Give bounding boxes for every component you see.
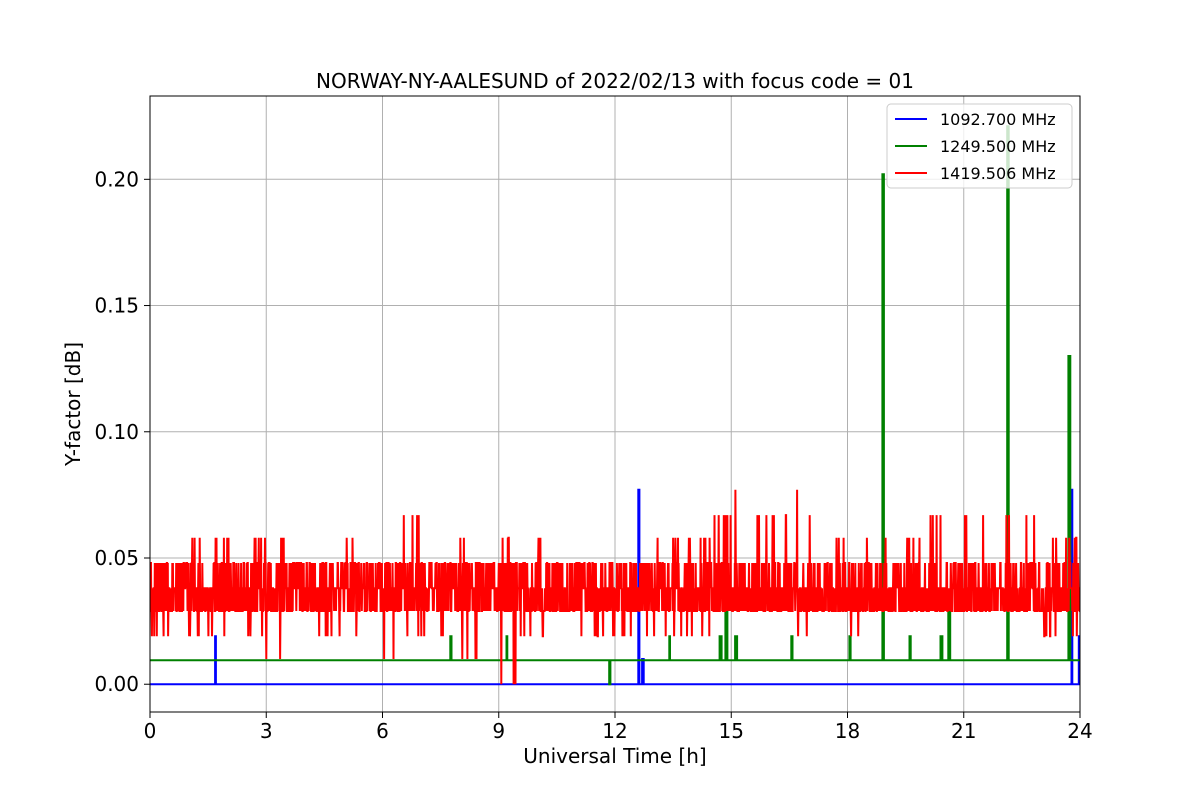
x-tick-label: 9: [492, 719, 505, 743]
x-tick-label: 18: [835, 719, 860, 743]
series-layer: [150, 125, 1080, 686]
legend-box: [886, 103, 1073, 189]
x-tick-label: 21: [951, 719, 976, 743]
series-line-1419-506: [150, 489, 1080, 685]
x-tick-label: 12: [602, 719, 627, 743]
legend-entry: 1249.500 MHz: [940, 137, 1056, 156]
y-tick-label: 0.15: [94, 294, 139, 318]
legend: 1092.700 MHz 1249.500 MHz 1419.506 MHz: [886, 103, 1073, 189]
x-tick-label: 15: [719, 719, 744, 743]
y-tick-label: 0.10: [94, 420, 139, 444]
y-tick-label: 0.00: [94, 672, 139, 696]
legend-entry: 1092.700 MHz: [940, 110, 1056, 129]
ticks-layer: 0 3 6 9 12 15 18 21 24 0.00 0.05 0.10 0.15 0.20: [94, 167, 1092, 743]
x-tick-label: 6: [376, 719, 389, 743]
legend-entry: 1419.506 MHz: [940, 164, 1056, 183]
chart-title: NORWAY-NY-AALESUND of 2022/02/13 with fo…: [316, 69, 914, 93]
x-tick-label: 3: [260, 719, 273, 743]
x-tick-label: 0: [144, 719, 157, 743]
x-tick-label: 24: [1067, 719, 1092, 743]
y-tick-label: 0.20: [94, 167, 139, 191]
y-axis-label: Y-factor [dB]: [61, 342, 85, 467]
y-tick-label: 0.05: [94, 546, 139, 570]
x-axis-label: Universal Time [h]: [523, 744, 706, 768]
